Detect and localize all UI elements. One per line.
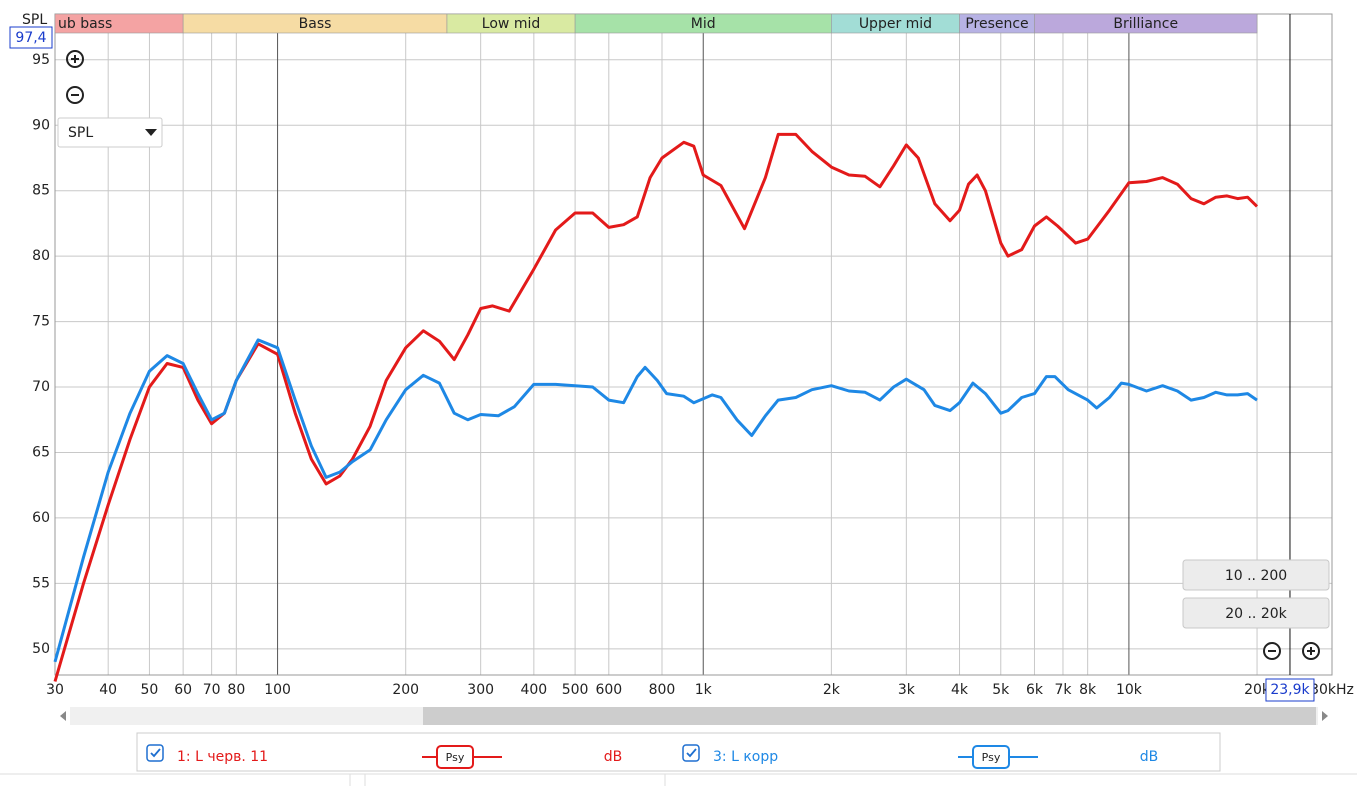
x-tick-label: 600	[595, 682, 622, 698]
x-tick-label: 10k	[1116, 682, 1143, 698]
band-label: ub bass	[58, 16, 112, 32]
y-tick-label: 85	[32, 183, 50, 199]
scroll-left[interactable]	[60, 711, 66, 721]
x-tick-label: 2k	[823, 682, 841, 698]
dropdown[interactable]: SPL	[57, 117, 163, 148]
cursor-y-box	[9, 26, 53, 49]
zoom-in[interactable]	[66, 50, 84, 68]
x-tick-label: 6k	[1026, 682, 1044, 698]
band-bar: ub bass Bass Low mid Mid Upper mid Presence Br…	[54, 13, 1258, 34]
band	[1034, 13, 1258, 34]
x-tick-label: 70	[203, 682, 221, 698]
labels: 50 55 60 65 70 75 80 85 90 95 30 40 50 60 70 80 100 200 30…	[9, 12, 1354, 702]
legend-label: 1: L черв. 11	[177, 749, 268, 765]
x-tick-label: 200	[392, 682, 419, 698]
cursor-x-box	[1265, 678, 1315, 702]
curve	[53, 338, 1258, 663]
cursor-y-label: 97,4	[15, 30, 46, 46]
x-tick-label: 3k	[898, 682, 916, 698]
zoom-in[interactable]	[1302, 642, 1320, 660]
legend	[136, 732, 1221, 772]
x-tick-label: 1k	[695, 682, 713, 698]
x-tick-label: 800	[649, 682, 676, 698]
y-tick-label: 55	[32, 575, 50, 591]
x-tick-label: 300	[467, 682, 494, 698]
x-tick-label: 20k	[1244, 682, 1271, 698]
band-label: Presence	[965, 16, 1028, 32]
cursor-x-label: 23,9k	[1270, 682, 1310, 698]
y-tick-label: 80	[32, 248, 50, 264]
legend-badge	[436, 745, 474, 769]
x-tick-label: 7k	[1054, 682, 1072, 698]
range-button[interactable]: 10 .. 200	[1182, 559, 1330, 591]
legend-items: 1: L черв. 11 Psy dB 3: L корр Psy dB	[146, 744, 1159, 769]
button-text: 20 .. 20k	[1225, 606, 1287, 622]
x-tick-label: 4k	[951, 682, 969, 698]
x-tick-label: 50	[141, 682, 159, 698]
x-tick-label: 80	[227, 682, 245, 698]
legend-badge-text: Psy	[446, 751, 465, 764]
y-tick-label: 70	[32, 379, 50, 395]
band-label: Mid	[691, 16, 716, 32]
zoom-out[interactable]	[66, 86, 84, 104]
y-axis-label: SPL	[22, 12, 47, 28]
x-tick-label: 400	[520, 682, 547, 698]
curves	[53, 132, 1259, 682]
legend-unit: dB	[604, 749, 623, 765]
x-tick-label: 500	[562, 682, 589, 698]
x-tick-label: 30	[46, 682, 64, 698]
y-tick-label: 75	[32, 314, 50, 330]
x-tick-label: 60	[174, 682, 192, 698]
y-tick-label: 50	[32, 641, 50, 657]
y-tick-label: 90	[32, 117, 50, 133]
scroll-thumb[interactable]	[423, 707, 1316, 725]
legend-badge	[972, 745, 1010, 769]
range-button[interactable]: 20 .. 20k	[1182, 597, 1330, 629]
legend-checkbox[interactable]	[146, 744, 164, 762]
band-label: Bass	[299, 16, 332, 32]
x-tick-label: 40	[99, 682, 117, 698]
legend-label: 3: L корр	[713, 749, 778, 765]
y-tick-label: 95	[32, 52, 50, 68]
x-tick-label: 30kHz	[1310, 682, 1354, 698]
dropdown-text: SPL	[68, 125, 93, 141]
legend-checkbox[interactable]	[682, 744, 700, 762]
check-mark	[686, 748, 697, 758]
zoom-out[interactable]	[1263, 642, 1281, 660]
band-label: Brilliance	[1113, 16, 1178, 32]
scroll-right[interactable]	[1322, 711, 1328, 721]
check-mark	[150, 748, 161, 758]
y-tick-label: 60	[32, 510, 50, 526]
y-tick-label: 65	[32, 444, 50, 460]
legend-badge-text: Psy	[982, 751, 1001, 764]
curve	[53, 132, 1259, 682]
x-tick-label: 100	[264, 682, 291, 698]
button-text: 10 .. 200	[1225, 568, 1287, 584]
x-tick-label: 5k	[992, 682, 1010, 698]
x-tick-label: 8k	[1079, 682, 1097, 698]
band-label: Upper mid	[859, 16, 932, 32]
band-label: Low mid	[482, 16, 540, 32]
legend-unit: dB	[1140, 749, 1159, 765]
